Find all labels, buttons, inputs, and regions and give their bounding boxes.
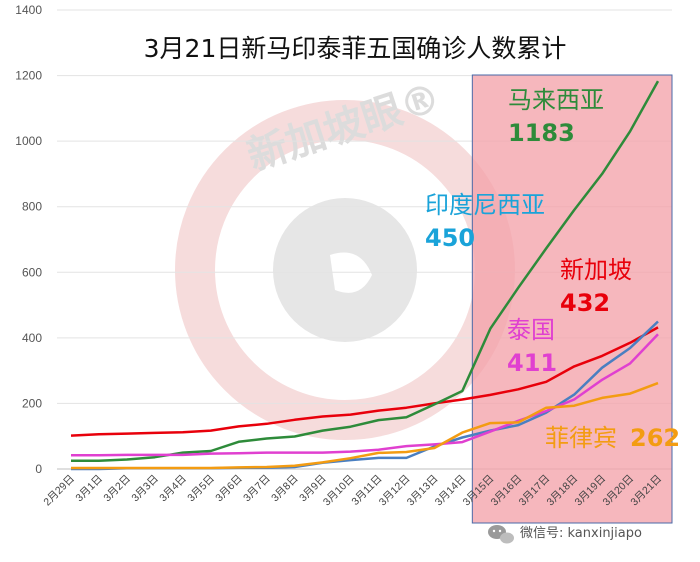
x-tick-label: 3月1日	[73, 473, 105, 505]
y-tick-label: 400	[22, 331, 42, 345]
y-tick-label: 0	[35, 462, 42, 476]
callout-singapore-value: 432	[560, 289, 610, 317]
y-tick-label: 1200	[15, 69, 42, 83]
callout-philippines-name: 菲律宾	[545, 424, 617, 452]
callout-malaysia-name: 马来西亚	[508, 86, 604, 114]
x-tick-label: 3月2日	[101, 473, 133, 505]
x-tick-label: 3月8日	[269, 473, 301, 505]
y-axis: 0 200 400 600 800 1000 1200 1400	[15, 3, 42, 476]
x-tick-label: 3月3日	[129, 473, 161, 505]
y-tick-label: 800	[22, 200, 42, 214]
callout-singapore: 新加坡 432	[560, 256, 632, 317]
callout-thailand-name: 泰国	[507, 316, 555, 344]
y-tick-label: 600	[22, 265, 42, 279]
callout-philippines: 菲律宾 262	[545, 424, 680, 452]
callout-thailand-value: 411	[507, 349, 557, 377]
wechat-footer: 微信号: kanxinjiapo	[488, 525, 642, 544]
x-tick-label: 2月29日	[41, 473, 77, 509]
x-tick-label: 3月7日	[241, 473, 273, 505]
callout-singapore-name: 新加坡	[560, 256, 632, 284]
x-tick-label: 3月6日	[213, 473, 245, 505]
callout-malaysia-value: 1183	[508, 119, 575, 147]
callout-philippines-value: 262	[630, 424, 680, 452]
series-line-thailand	[71, 333, 659, 457]
series-lines	[70, 80, 660, 471]
callout-indonesia-value: 450	[425, 224, 475, 252]
series-line-philippines	[71, 381, 659, 470]
y-tick-label: 1000	[15, 134, 42, 148]
y-tick-label: 200	[22, 396, 42, 410]
wechat-label: 微信号: kanxinjiapo	[520, 526, 642, 541]
x-tick-label: 3月4日	[157, 473, 189, 505]
series-line-singapore	[70, 326, 659, 437]
watermark-text: 新加坡眼®	[242, 74, 446, 180]
y-tick-label: 1400	[15, 3, 42, 17]
chart-title: 3月21日新马印泰菲五国确诊人数累计	[144, 34, 567, 63]
callout-malaysia: 马来西亚 1183	[508, 86, 604, 147]
callout-indonesia: 印度尼西亚 450	[425, 191, 545, 252]
x-tick-label: 3月10日	[321, 473, 357, 509]
x-tick-label: 3月5日	[185, 473, 217, 505]
highlight-band	[471, 74, 673, 524]
wechat-icon	[488, 525, 514, 544]
callout-indonesia-name: 印度尼西亚	[425, 191, 545, 219]
callout-thailand: 泰国 411	[507, 316, 557, 377]
